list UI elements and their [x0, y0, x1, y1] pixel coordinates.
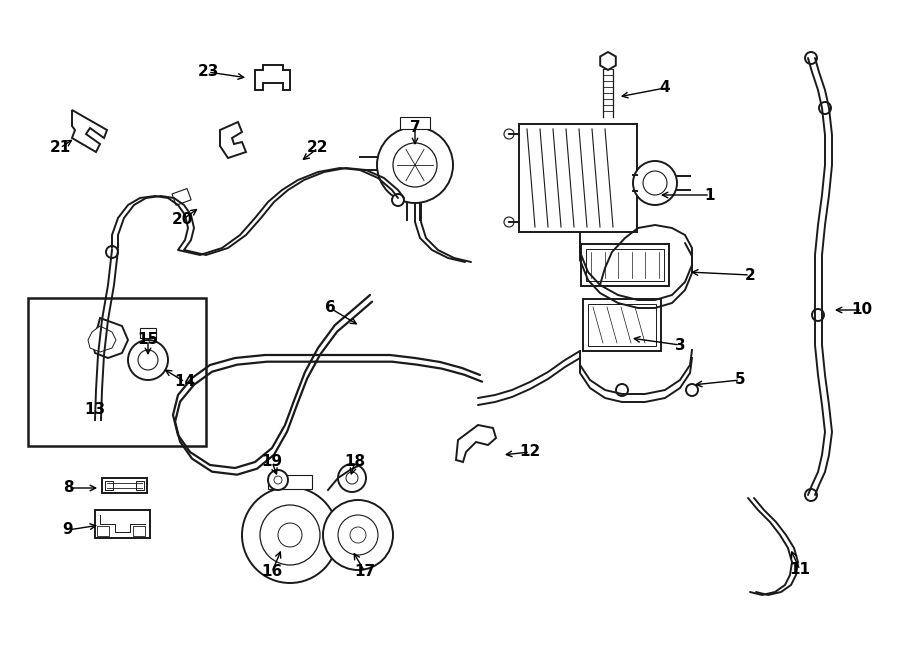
Bar	[28, 298, 206, 446]
Circle shape	[819, 102, 831, 114]
Text: 9: 9	[63, 522, 73, 537]
Bar	[583, 299, 661, 351]
Circle shape	[633, 161, 677, 205]
Text: 20: 20	[171, 212, 193, 227]
Text: 7: 7	[410, 120, 420, 136]
Circle shape	[504, 217, 514, 227]
Circle shape	[260, 505, 320, 565]
Text: 11: 11	[789, 563, 811, 578]
Circle shape	[106, 246, 118, 258]
Bar	[136, 481, 144, 490]
Bar	[105, 481, 113, 490]
Bar	[586, 249, 664, 281]
Polygon shape	[220, 122, 246, 158]
Text: 14: 14	[175, 375, 195, 389]
Circle shape	[350, 527, 366, 543]
Polygon shape	[92, 318, 128, 358]
Circle shape	[346, 472, 358, 484]
Polygon shape	[88, 326, 116, 352]
Polygon shape	[456, 425, 496, 462]
Circle shape	[686, 384, 698, 396]
Circle shape	[138, 350, 158, 370]
Circle shape	[643, 171, 667, 195]
Text: 19: 19	[261, 455, 283, 469]
Bar	[581, 244, 669, 286]
Polygon shape	[72, 110, 107, 152]
Text: 5: 5	[734, 373, 745, 387]
Bar	[519, 124, 637, 232]
Text: 18: 18	[345, 455, 365, 469]
Circle shape	[338, 464, 366, 492]
Circle shape	[268, 470, 288, 490]
Polygon shape	[255, 65, 290, 90]
Circle shape	[242, 487, 338, 583]
Text: 13: 13	[85, 403, 105, 418]
Bar	[133, 526, 145, 536]
Bar	[97, 526, 109, 536]
Text: 21: 21	[50, 141, 70, 155]
Text: 6: 6	[325, 301, 336, 315]
Circle shape	[274, 476, 282, 484]
Circle shape	[805, 52, 817, 64]
Text: 16: 16	[261, 564, 283, 580]
Text: 10: 10	[851, 303, 873, 317]
Circle shape	[392, 194, 404, 206]
Circle shape	[323, 500, 393, 570]
Text: 22: 22	[307, 141, 328, 155]
Bar	[95, 510, 150, 538]
Circle shape	[393, 143, 437, 187]
Bar	[588, 304, 656, 346]
Bar	[140, 328, 156, 338]
Text: 4: 4	[660, 81, 670, 95]
Bar	[102, 478, 147, 493]
Bar	[172, 188, 191, 206]
Text: 23: 23	[197, 65, 219, 79]
Circle shape	[128, 340, 168, 380]
Circle shape	[805, 489, 817, 501]
Text: 1: 1	[705, 188, 716, 202]
Text: 17: 17	[355, 564, 375, 580]
Circle shape	[616, 384, 628, 396]
Circle shape	[278, 523, 302, 547]
Text: 2: 2	[744, 268, 755, 282]
Bar	[268, 475, 312, 489]
Circle shape	[338, 515, 378, 555]
Circle shape	[504, 129, 514, 139]
Text: 15: 15	[138, 332, 158, 348]
Circle shape	[812, 309, 824, 321]
Text: 12: 12	[519, 444, 541, 459]
Bar	[400, 117, 430, 129]
Text: 3: 3	[675, 338, 685, 352]
Text: 8: 8	[63, 481, 73, 496]
Circle shape	[377, 127, 453, 203]
